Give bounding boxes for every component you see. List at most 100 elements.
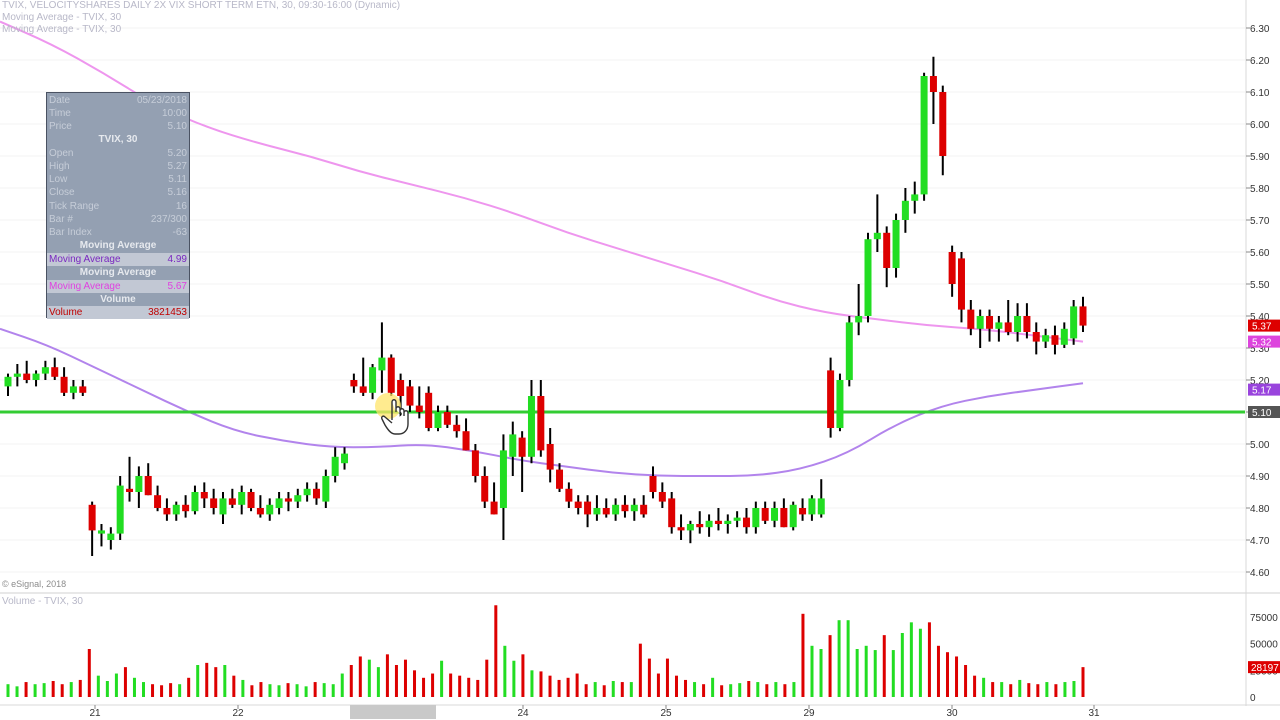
time-axis-label: 22: [232, 708, 244, 719]
candle-body: [546, 444, 554, 470]
volume-bar: [973, 675, 977, 697]
candle-body: [275, 498, 283, 508]
volume-bar: [674, 675, 678, 697]
time-axis-label: 24: [517, 708, 529, 719]
volume-bar: [51, 681, 55, 697]
dw-bar-index-label: Bar Index: [49, 227, 92, 238]
dw-symbol: TVIX, 30: [98, 134, 138, 145]
volume-bar: [1000, 682, 1004, 697]
candle-body: [4, 376, 12, 387]
volume-bar: [376, 667, 380, 697]
dw-date-value: 05/23/2018: [136, 95, 187, 106]
volume-bar: [1036, 684, 1040, 697]
candle-body: [1060, 328, 1068, 345]
candle-body: [556, 469, 564, 489]
cursor-data-window[interactable]: Date 05/23/2018 Time 10:00 Price 5.10 TVIX,…: [46, 92, 190, 319]
candle-body: [967, 309, 975, 329]
volume-bar: [783, 684, 787, 697]
candle-body: [817, 498, 825, 515]
dw-bar-num-label: Bar #: [49, 214, 73, 225]
candle-body: [602, 508, 610, 515]
volume-bar: [955, 656, 959, 697]
price-tag-label: 5.10: [1252, 408, 1272, 419]
dw-ma1-label: Moving Average: [49, 254, 121, 265]
candle-body: [481, 476, 489, 502]
dw-tick-range-value: 16: [175, 201, 187, 212]
volume-bar: [449, 673, 453, 697]
volume-bar: [665, 658, 669, 697]
price-tag-label: 5.32: [1252, 338, 1272, 349]
candle-body: [1070, 306, 1078, 339]
candle-body: [312, 488, 320, 499]
volume-bar: [42, 683, 46, 697]
volume-bar: [774, 682, 778, 697]
volume-bar: [367, 659, 371, 697]
dw-ma-header-1: Moving Average: [79, 240, 157, 251]
volume-bar: [828, 635, 832, 697]
volume-bar: [873, 650, 877, 697]
volume-bar: [313, 682, 317, 697]
candle-body: [238, 492, 246, 505]
candle-body: [397, 380, 405, 396]
candle-body: [13, 373, 21, 377]
volume-bar: [602, 685, 606, 697]
candle-body: [911, 194, 919, 201]
volume-bar: [132, 677, 136, 697]
volume-bar: [15, 686, 19, 697]
price-axis-label: 4.60: [1250, 568, 1270, 579]
volume-bar: [440, 660, 444, 697]
volume-bar: [385, 654, 389, 697]
candle-body: [584, 501, 592, 515]
volume-bar: [530, 670, 534, 697]
candle-body: [518, 437, 526, 457]
volume-bar: [422, 677, 426, 697]
volume-bar: [87, 649, 91, 697]
volume-bar: [846, 620, 850, 697]
hand-cursor-icon: [375, 393, 409, 435]
candle-body: [126, 488, 134, 492]
dw-volume-label: Volume: [49, 307, 83, 318]
candle-body: [144, 476, 152, 496]
dw-ma1-value: 4.99: [167, 254, 187, 265]
candle-body: [1051, 335, 1059, 345]
volume-bars: [6, 605, 1085, 697]
dw-bar-index-value: -63: [172, 227, 187, 238]
volume-bar: [304, 686, 308, 697]
volume-bar: [6, 684, 10, 697]
candle-body: [79, 386, 87, 393]
volume-bar: [1009, 684, 1013, 697]
volume-bar: [467, 677, 471, 697]
volume-bar: [991, 682, 995, 697]
volume-bar: [322, 683, 326, 697]
candle-body: [640, 504, 648, 515]
volume-bar: [349, 665, 353, 697]
dw-price-label: Price: [49, 121, 72, 132]
candle-body: [677, 527, 685, 531]
candle-body: [434, 412, 442, 428]
candle-body: [808, 498, 816, 515]
volume-bar: [936, 645, 940, 697]
candle-body: [986, 316, 994, 329]
candle-body: [256, 508, 264, 515]
candle-body: [135, 476, 143, 492]
volume-bar: [729, 684, 733, 697]
volume-bar: [909, 622, 913, 697]
candle-body: [537, 396, 545, 451]
candle-body: [1032, 332, 1040, 342]
candle-body: [247, 492, 255, 508]
volume-bar: [169, 683, 173, 697]
copyright-text: © eSignal, 2018: [2, 579, 67, 589]
candle-body: [425, 392, 433, 428]
volume-bar: [33, 684, 37, 697]
price-tag: [1248, 319, 1280, 332]
volume-axis-label: 0: [1250, 693, 1256, 704]
volume-bar: [24, 682, 28, 697]
volume-bar: [458, 675, 462, 697]
volume-bar: [187, 677, 191, 697]
volume-bar: [277, 685, 281, 697]
candle-body: [686, 524, 694, 531]
dw-high-label: High: [49, 161, 70, 172]
candle-body: [359, 386, 367, 393]
volume-bar: [964, 665, 968, 697]
